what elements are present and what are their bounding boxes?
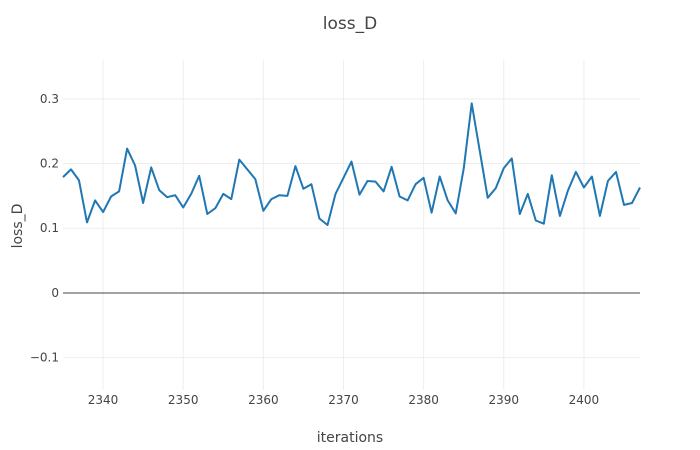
x-tick-label: 2350 <box>168 393 199 407</box>
chart-title: loss_D <box>323 14 377 34</box>
y-tick-labels: −0.1 0 0.1 0.2 0.3 <box>30 92 59 365</box>
y-axis-title: loss_D <box>10 204 26 249</box>
x-tick-label: 2360 <box>248 393 279 407</box>
x-tick-label: 2390 <box>488 393 519 407</box>
x-axis-title: iterations <box>317 430 383 446</box>
series-layer <box>62 102 641 226</box>
y-tick-label: 0 <box>51 286 59 300</box>
y-tick-label: 0.3 <box>40 92 59 106</box>
x-tick-labels: 2340 2350 2360 2370 2380 2390 2400 <box>88 393 599 407</box>
x-tick-label: 2340 <box>88 393 119 407</box>
series-line <box>62 102 641 226</box>
y-tick-label: 0.1 <box>40 221 59 235</box>
x-tick-label: 2400 <box>569 393 600 407</box>
x-tick-label: 2370 <box>328 393 359 407</box>
x-tick-label: 2380 <box>408 393 439 407</box>
y-tick-label: 0.2 <box>40 157 59 171</box>
gridlines <box>63 60 640 390</box>
y-tick-label: −0.1 <box>30 351 59 365</box>
